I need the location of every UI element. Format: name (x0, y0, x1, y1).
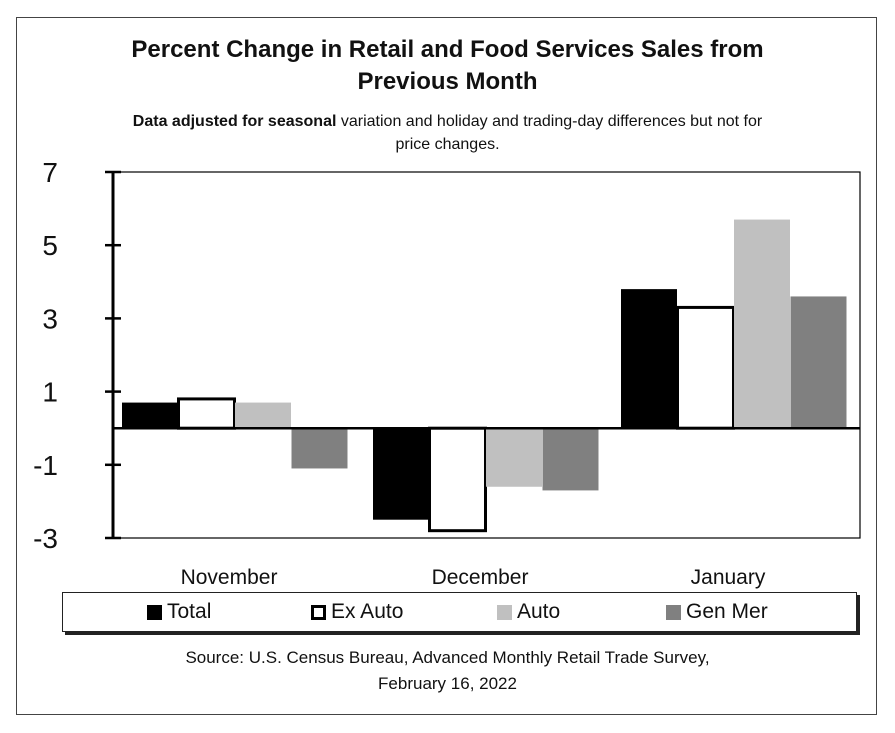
legend-swatch-auto (497, 604, 512, 620)
y-tick-label: -3 (33, 523, 58, 554)
y-tick-label: 3 (42, 303, 58, 334)
subtitle-line-1: Data adjusted for seasonal variation and… (30, 110, 865, 133)
bar-gen-mer-january (790, 296, 847, 429)
subtitle-rest-text: variation and holiday and trading-day di… (336, 113, 763, 130)
legend-item-auto: Auto (497, 593, 560, 631)
bar-gen-mer-december (542, 428, 599, 491)
legend-label-ex-auto: Ex Auto (331, 600, 404, 623)
subtitle-bold-text: Data adjusted for seasonal (132, 113, 337, 130)
legend-item-gen-mer: Gen Mer (666, 593, 768, 631)
bar-total-january (621, 289, 677, 429)
chart-title: Percent Change in Retail and Food Servic… (40, 34, 855, 98)
legend-swatch-gen-mer (666, 604, 681, 620)
x-tick-label-january: January (691, 566, 766, 589)
legend-label-auto: Auto (517, 600, 561, 623)
legend-item-ex-auto: Ex Auto (311, 593, 403, 631)
bar-auto-december (486, 428, 542, 487)
subtitle-line-2: price changes. (395, 136, 500, 153)
bar-auto-january (734, 219, 790, 429)
bar-total-december (373, 428, 429, 520)
source-line-1: Source: U.S. Census Bureau, Advanced Mon… (185, 648, 710, 667)
title-line-1: Percent Change in Retail and Food Servic… (131, 36, 764, 63)
source-note: Source: U.S. Census Bureau, Advanced Mon… (40, 645, 855, 697)
x-tick-label-december: December (432, 566, 529, 589)
y-tick-label: -1 (33, 450, 58, 481)
bar-gen-mer-november (291, 428, 348, 469)
bar-ex-auto-december (428, 426, 487, 533)
title-line-2: Previous Month (357, 68, 538, 95)
bar-total-november (122, 402, 178, 429)
legend: Total Ex Auto Auto Gen Mer (62, 592, 857, 632)
legend-label-total: Total (167, 600, 212, 623)
legend-item-total: Total (147, 593, 211, 631)
bar-ex-auto-january (676, 305, 735, 430)
chart-subtitle: Data adjusted for seasonal variation and… (30, 110, 865, 156)
y-tick-label: 1 (42, 377, 58, 408)
bars-group (122, 219, 847, 533)
y-tick-label: 5 (42, 230, 58, 261)
x-labels-group: November December January (181, 566, 766, 589)
x-tick-label-november: November (181, 566, 278, 589)
legend-swatch-ex-auto (311, 604, 326, 620)
y-ticks-group: 7 5 3 1 -1 -3 (33, 157, 121, 554)
bar-ex-auto-november (177, 397, 236, 430)
legend-label-gen-mer: Gen Mer (686, 600, 768, 623)
bar-auto-november (235, 402, 291, 429)
y-tick-label: 7 (42, 157, 58, 188)
source-line-2: February 16, 2022 (378, 674, 517, 693)
legend-swatch-total (147, 604, 162, 620)
